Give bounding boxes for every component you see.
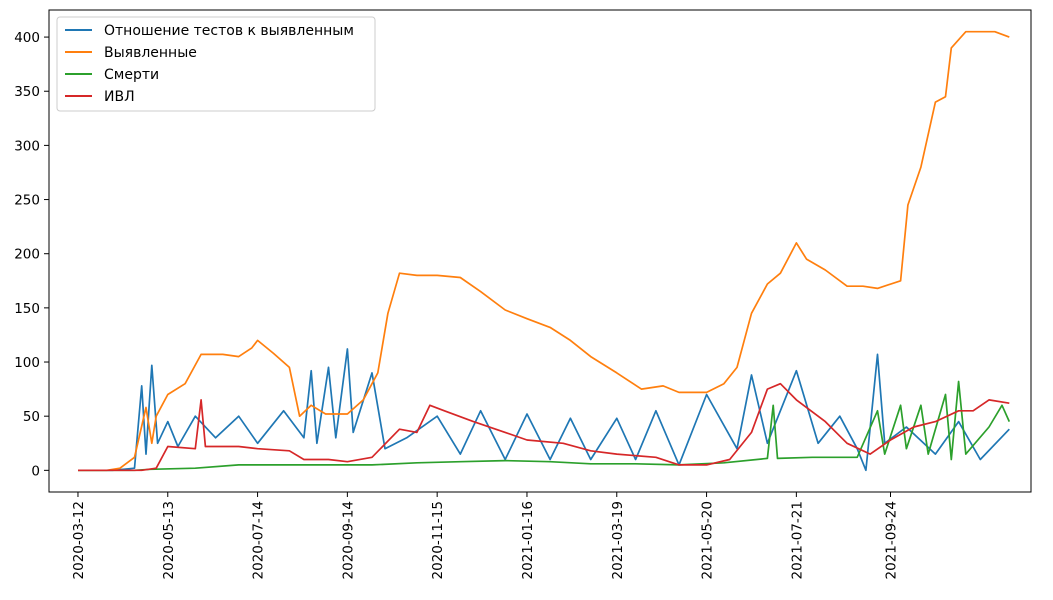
- x-tick-label: 2021-03-19: [610, 501, 626, 579]
- series-line-2: [78, 380, 1011, 472]
- y-axis-ticks: 0 50 100 150 200 250 300 350 400: [14, 30, 49, 479]
- y-tick-label: 350: [14, 84, 40, 100]
- y-tick-label: 300: [14, 138, 40, 154]
- y-tick-label: 50: [23, 409, 40, 425]
- x-tick-label: 2021-01-16: [520, 501, 536, 579]
- legend-box: [56, 16, 376, 112]
- y-tick-label: 100: [14, 355, 40, 371]
- y-tick-label: 0: [31, 463, 40, 479]
- series-line-0: [78, 348, 1010, 472]
- series-line-3: [78, 382, 1010, 472]
- x-tick-label: 2020-09-14: [340, 501, 356, 579]
- legend-label: ИВЛ: [104, 89, 135, 105]
- legend-label: Отношение тестов к выявленным: [104, 23, 354, 39]
- legend: Отношение тестов к выявленным Выявленные С…: [56, 16, 376, 112]
- x-tick-label: 2021-09-24: [884, 501, 900, 579]
- x-tick-label: 2020-11-15: [430, 501, 446, 579]
- x-tick-label: 2020-03-12: [71, 501, 87, 579]
- x-tick-label: 2021-07-21: [789, 501, 805, 579]
- x-tick-label: 2020-05-13: [161, 501, 177, 579]
- y-tick-label: 150: [14, 301, 40, 317]
- legend-label: Выявленные: [104, 45, 197, 61]
- y-tick-label: 200: [14, 247, 40, 263]
- series-layer: [78, 30, 1011, 472]
- series-line-1: [78, 30, 1010, 472]
- x-tick-label: 2020-07-14: [251, 501, 267, 579]
- y-tick-label: 250: [14, 193, 40, 209]
- legend-label: Смерти: [104, 67, 159, 83]
- x-axis-ticks: 2020-03-12 2020-05-13 2020-07-14 2020-09-14…: [71, 492, 900, 579]
- y-tick-label: 400: [14, 30, 40, 46]
- x-tick-label: 2021-05-20: [700, 501, 716, 579]
